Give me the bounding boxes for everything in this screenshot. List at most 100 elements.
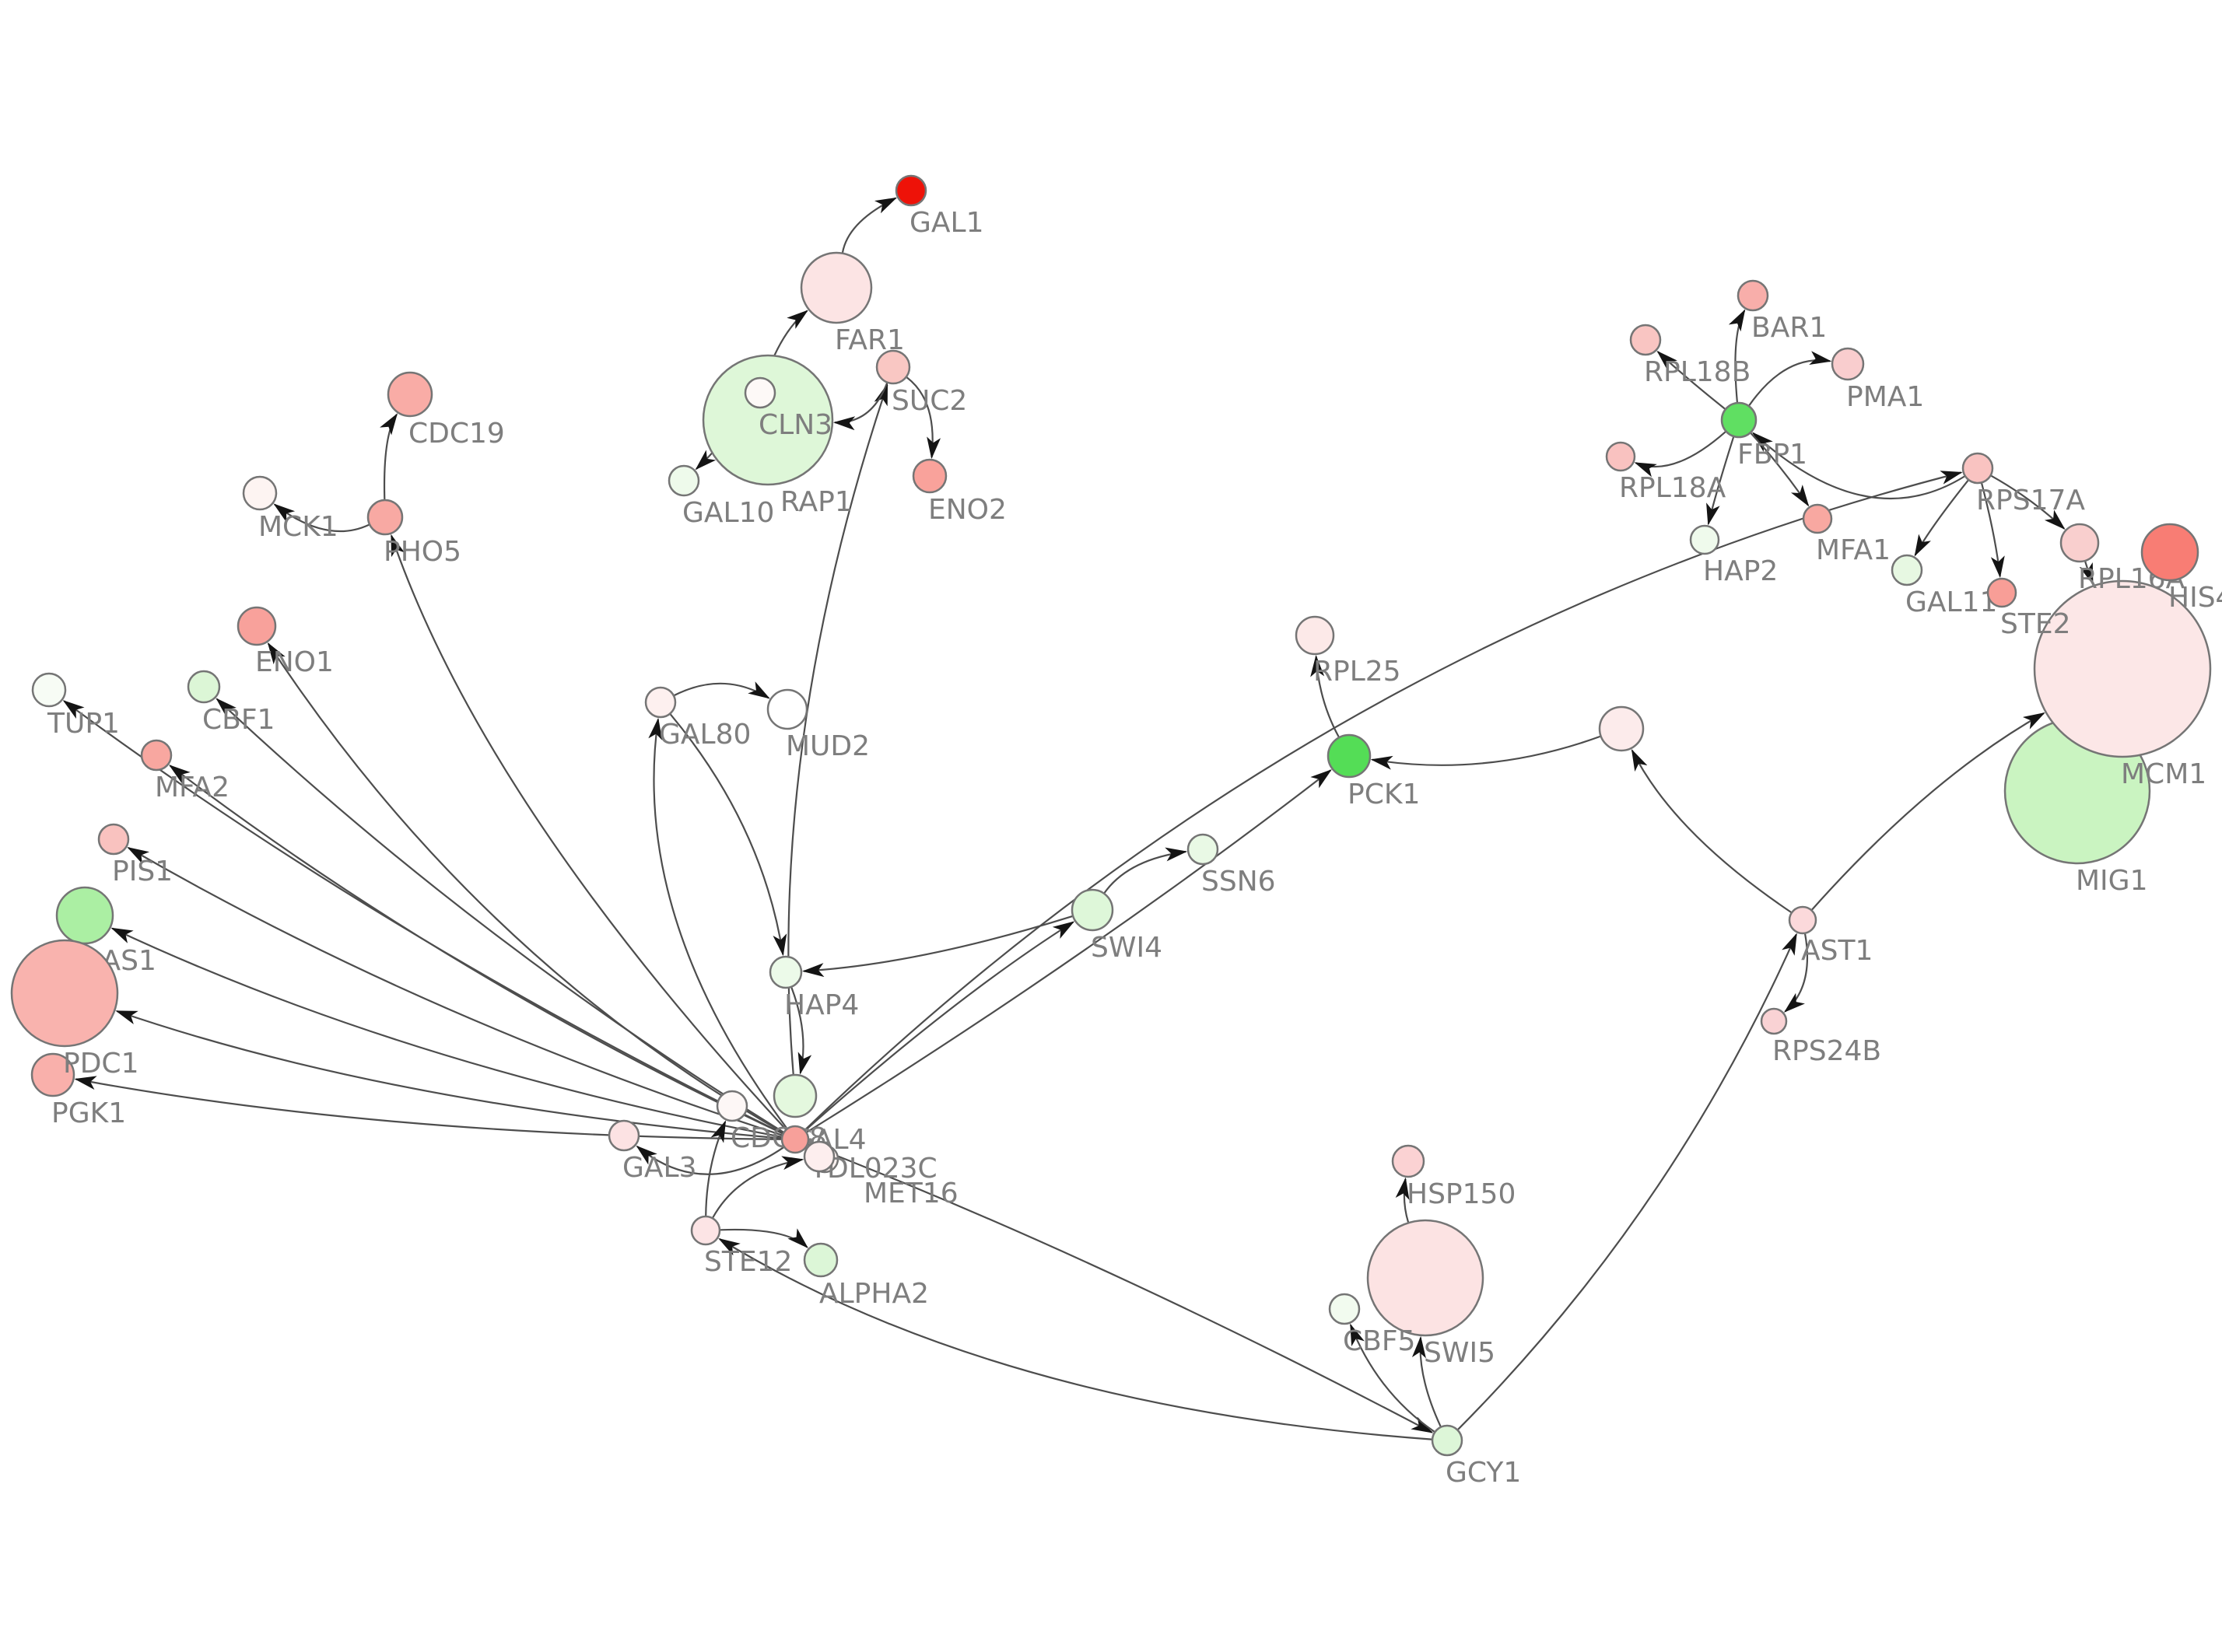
edge-FBP1-BAR1[interactable] (1728, 309, 1746, 403)
edge-RPS17A-GAL11[interactable] (1914, 480, 1969, 557)
edge-AST1-RPS24B[interactable] (1783, 933, 1809, 1013)
edge-GAL4-PGK1[interactable] (74, 1076, 782, 1140)
edge-STE12-ALPHA2[interactable] (720, 1228, 808, 1248)
edge-GAL4-RPS17A[interactable] (804, 471, 1963, 1131)
node-YDL023C[interactable] (803, 1140, 836, 1173)
edge-STE12-CDC28[interactable] (705, 1120, 727, 1216)
node-RPL25[interactable] (1295, 615, 1335, 656)
edge-GAL4-GAL80[interactable] (648, 717, 788, 1129)
edge-PCK1-RPL25[interactable] (1310, 655, 1340, 737)
edge-SWI4-HAP4[interactable] (802, 915, 1073, 978)
node-GAL10[interactable] (668, 464, 700, 497)
node-PMA1[interactable] (1831, 347, 1865, 381)
edge-GAL4-PDC1[interactable] (115, 1010, 782, 1139)
edge-GAL80-HAP4[interactable] (669, 713, 787, 957)
edge-PHO5-CDC19[interactable] (380, 413, 398, 500)
edge-FBP1-PMA1[interactable] (1748, 351, 1832, 406)
node-FBP1[interactable] (1720, 401, 1758, 439)
edge-RPS17A-RPL16A[interactable] (1990, 474, 2066, 530)
node-GAL1[interactable] (895, 174, 927, 207)
edge-HAP4-GRN[interactable] (790, 987, 812, 1075)
node-STE2[interactable] (1986, 577, 2017, 608)
edge-GAL4-CBF1[interactable] (216, 698, 784, 1133)
node-GCY1[interactable] (1431, 1424, 1463, 1457)
node-PNK[interactable] (1598, 705, 1645, 752)
node-RPL18A[interactable] (1605, 441, 1636, 472)
node-FAR1[interactable] (800, 251, 873, 324)
node-PCK1[interactable] (1327, 733, 1372, 779)
node-AST1[interactable] (1788, 905, 1817, 935)
node-MCM1[interactable] (2033, 579, 2212, 758)
node-RPS17A[interactable] (1961, 452, 1994, 485)
edge-PNK-PCK1[interactable] (1370, 735, 1601, 770)
node-HSP150[interactable] (1391, 1144, 1425, 1178)
edge-FAR1-GAL1[interactable] (841, 197, 898, 253)
node-CBF1[interactable] (187, 670, 221, 704)
edge-AST1-PNK[interactable] (1631, 749, 1792, 913)
edge-FBP1-RPL18A[interactable] (1634, 431, 1726, 478)
edge-SWI5-HSP150[interactable] (1395, 1177, 1410, 1223)
edge-FBP1-MFA1[interactable] (1750, 432, 1810, 507)
node-CLN3[interactable] (744, 376, 776, 409)
node-HAP4[interactable] (769, 955, 803, 989)
edge-GAL4-PIS1[interactable] (127, 846, 783, 1136)
node-HIS4[interactable] (2140, 523, 2199, 582)
node-CBF5[interactable] (1328, 1293, 1361, 1325)
node-ENO2[interactable] (912, 458, 948, 494)
edge-RPS17A-STE2[interactable] (1981, 483, 2005, 579)
node-GAL4[interactable] (780, 1125, 810, 1154)
edge-GAL4-SWI4[interactable] (804, 921, 1075, 1131)
node-ALPHA2[interactable] (803, 1242, 839, 1278)
edge-GAL4-MFA2[interactable] (168, 765, 783, 1135)
node-PDC1[interactable] (10, 939, 119, 1048)
node-RAP1[interactable] (702, 354, 834, 486)
node-CDC28[interactable] (716, 1090, 748, 1122)
node-GRN[interactable] (773, 1073, 818, 1118)
node-RAS1[interactable] (55, 886, 114, 945)
node-SWI5[interactable] (1366, 1219, 1484, 1337)
node-PGK1[interactable] (30, 1052, 75, 1097)
edge-FBP1-RPL18B[interactable] (1656, 350, 1726, 410)
node-ENO1[interactable] (237, 606, 277, 646)
edge-PHO5-MCK1[interactable] (273, 503, 370, 533)
node-RPL18B[interactable] (1629, 324, 1662, 356)
node-GAL11[interactable] (1891, 554, 1923, 586)
node-SWI4[interactable] (1071, 888, 1114, 932)
node-HAP2[interactable] (1689, 524, 1720, 555)
node-MFA1[interactable] (1802, 503, 1833, 534)
edge-RPS17A-FBP1[interactable] (1752, 432, 1965, 500)
edge-GCY1-CBF5[interactable] (1349, 1323, 1435, 1433)
edge-GAL80-MUD2[interactable] (674, 681, 770, 699)
node-MFA2[interactable] (140, 739, 173, 772)
edge-GCY1-SWI5[interactable] (1411, 1335, 1442, 1427)
edge-GAL4-RAS1[interactable] (110, 927, 782, 1138)
edge-GAL4-GAL3[interactable] (636, 1145, 784, 1175)
edge-GAL4-ENO1[interactable] (267, 642, 783, 1134)
node-CDC19[interactable] (387, 371, 433, 418)
edge-SUC2-ENO2[interactable] (906, 376, 941, 460)
node-GAL80[interactable] (644, 686, 677, 719)
node-STE12[interactable] (690, 1215, 721, 1246)
edge-FBP1-HAP2[interactable] (1706, 436, 1735, 526)
node-PHO5[interactable] (366, 499, 404, 536)
node-SSN6[interactable] (1186, 833, 1219, 866)
edge-SWI4-SSN6[interactable] (1103, 847, 1188, 894)
node-MUD2[interactable] (766, 688, 808, 730)
edge-GAL4-PCK1[interactable] (806, 769, 1332, 1133)
edge-RPL16A-MCM1[interactable] (2079, 561, 2094, 586)
edge-STE12-YDL023C[interactable] (712, 1156, 804, 1218)
node-RPL16A[interactable] (2059, 523, 2100, 563)
node-RPS24B[interactable] (1760, 1007, 1788, 1035)
node-GAL3[interactable] (608, 1119, 640, 1152)
edge-SUC2-RAP1[interactable] (832, 383, 888, 431)
edge-AST1-MCM1[interactable] (1811, 712, 2045, 911)
edge-GAL4-GCY1[interactable] (808, 1143, 1434, 1433)
node-SUC2[interactable] (875, 349, 911, 385)
node-BAR1[interactable] (1737, 279, 1769, 312)
node-MCK1[interactable] (242, 475, 278, 511)
edge-GCY1-STE12[interactable] (718, 1237, 1432, 1440)
edge-GAL4-PHO5[interactable] (391, 534, 787, 1130)
node-TUP1[interactable] (31, 672, 67, 708)
edge-GCY1-AST1[interactable] (1457, 933, 1797, 1430)
